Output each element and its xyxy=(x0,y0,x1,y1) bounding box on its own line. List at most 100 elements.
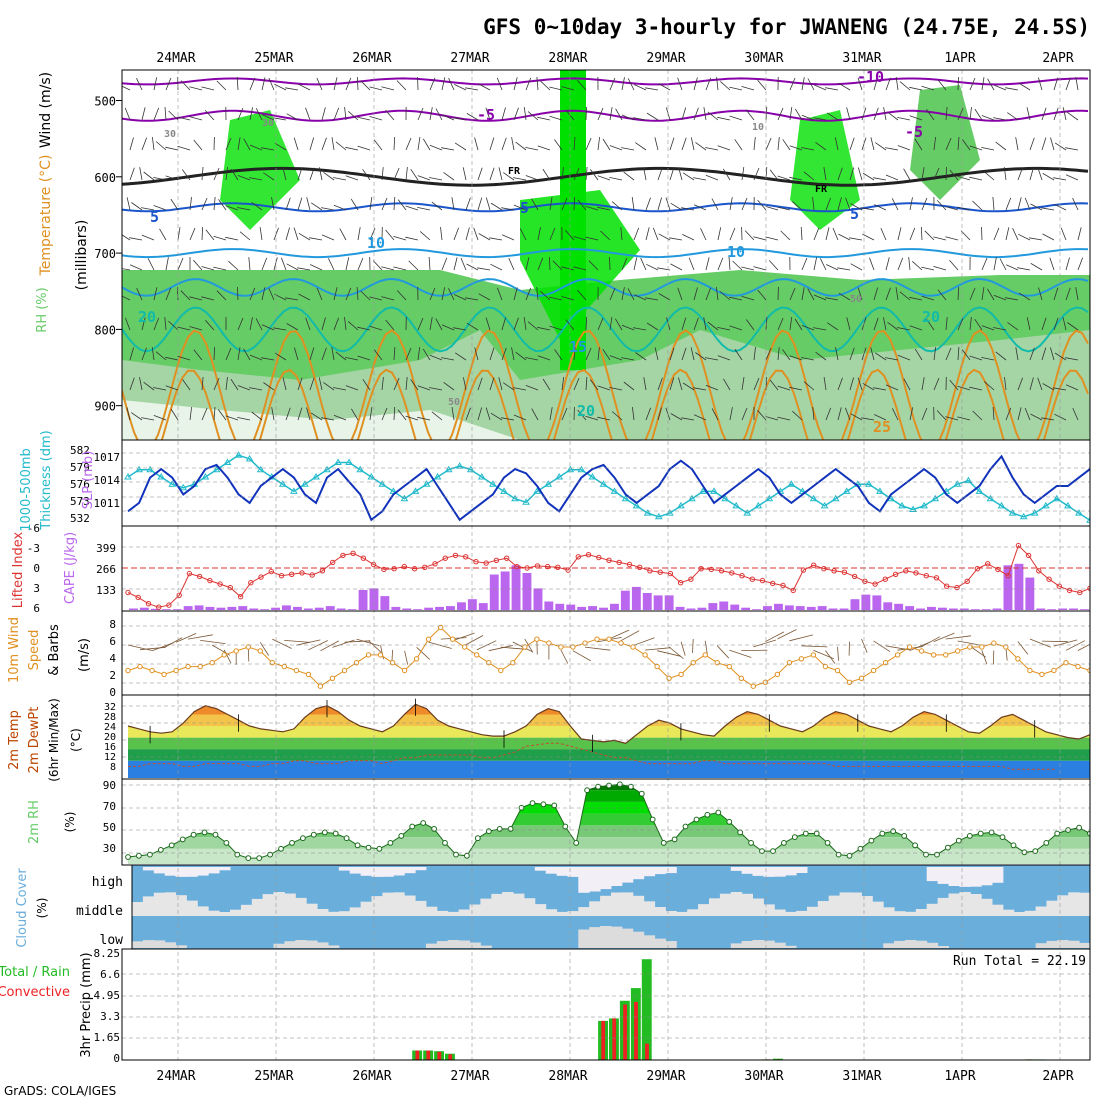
wind-barb xyxy=(201,296,215,301)
wind10-point xyxy=(570,644,576,650)
cloud-high xyxy=(142,867,155,871)
wind10-barb xyxy=(632,637,655,646)
wind-barb xyxy=(297,197,303,211)
thickness-point xyxy=(931,494,940,502)
wind-barb xyxy=(549,227,556,241)
li-point xyxy=(1005,573,1011,579)
wind-barb xyxy=(897,354,911,361)
wind-barb xyxy=(825,87,839,91)
wind-barb xyxy=(849,377,854,391)
thickness-point xyxy=(489,480,497,487)
rh-point xyxy=(912,842,918,849)
cape-bar xyxy=(883,602,893,610)
li-tick-label: 3 xyxy=(33,582,40,595)
wind-barb xyxy=(777,206,791,211)
wind10-barb xyxy=(981,650,988,665)
cloud-middle xyxy=(861,896,873,916)
wind-barb xyxy=(837,167,843,181)
wind-barb xyxy=(703,107,707,121)
wind-barb xyxy=(1065,287,1071,301)
wind-barb xyxy=(345,357,359,361)
cape-label: CAPE (J/kg) xyxy=(63,532,78,604)
wind10-point xyxy=(1075,663,1081,670)
wind-barb xyxy=(753,347,756,361)
wind10-point xyxy=(329,675,336,681)
wind-barb xyxy=(362,169,371,181)
wind-barb xyxy=(478,233,491,241)
cloud-middle xyxy=(491,893,503,916)
wind10-tick-label: 8 xyxy=(109,618,116,631)
slp-tick-label: 1017 xyxy=(94,451,121,464)
wind-barb xyxy=(441,257,448,271)
wind-barb xyxy=(789,107,793,121)
wind-barb xyxy=(921,407,928,421)
wind-barb xyxy=(885,357,899,361)
wind-barb xyxy=(885,174,899,181)
wind-barb xyxy=(873,177,887,181)
thickness-point xyxy=(699,487,707,494)
li-point xyxy=(698,566,704,572)
wind-barb xyxy=(309,237,323,241)
wind-barb xyxy=(981,287,985,301)
cape-bar xyxy=(784,605,794,610)
wind-barb xyxy=(693,77,698,91)
cape-bar xyxy=(894,603,904,610)
wind-barb xyxy=(757,199,767,211)
thickness-point xyxy=(865,480,873,487)
wind-barb xyxy=(1065,174,1079,181)
wind-barb xyxy=(861,207,875,211)
wind10-barb xyxy=(837,646,839,661)
rh-point xyxy=(791,834,798,840)
wind-barb xyxy=(588,260,599,271)
cloud-middle xyxy=(763,904,775,916)
wind10-barb xyxy=(1077,643,1090,651)
wind10-point xyxy=(618,640,624,646)
wind-barb xyxy=(995,141,1007,151)
rh-point xyxy=(781,840,787,846)
wind-barb xyxy=(151,347,155,361)
cloud-middle xyxy=(230,909,242,916)
wind-barb xyxy=(933,236,947,241)
wind-barb xyxy=(477,267,491,271)
cape-bar xyxy=(938,607,947,610)
wind-barb xyxy=(249,107,253,121)
wind-barb xyxy=(716,77,719,91)
wind-barb xyxy=(282,377,287,391)
wind-barb xyxy=(741,377,745,391)
wind-barb xyxy=(645,227,650,241)
wind-barb xyxy=(633,327,647,331)
wind-barb xyxy=(695,142,707,151)
wind10-label-4: (m/s) xyxy=(77,638,92,672)
li-point xyxy=(923,573,929,579)
wind-barb xyxy=(321,207,335,211)
thickness-point xyxy=(179,483,188,491)
wind-barb xyxy=(609,287,616,301)
cloud-middle xyxy=(828,895,841,916)
wind-barb xyxy=(381,407,388,421)
li-point xyxy=(370,561,377,568)
wind-barb xyxy=(552,260,563,271)
precip-conv-label: Convective xyxy=(0,985,70,1000)
wind-barb xyxy=(273,117,287,121)
wind10-point xyxy=(233,648,239,654)
wind10-point xyxy=(979,644,985,650)
wind-barb xyxy=(717,227,722,241)
wind10-label-2: Speed xyxy=(27,630,42,671)
cape-bar xyxy=(730,604,740,610)
wind10-point xyxy=(678,671,684,678)
cloud-low xyxy=(153,940,166,948)
wind-barb xyxy=(168,320,179,331)
wind-barb xyxy=(369,116,383,121)
cape-bar xyxy=(457,602,466,610)
wind10-barb xyxy=(223,649,232,664)
wind-barb xyxy=(318,377,323,391)
date-label-bottom: 24MAR xyxy=(156,1069,195,1084)
li-point xyxy=(534,563,541,569)
temp-contour-5 xyxy=(122,202,1089,213)
rh-point xyxy=(540,801,547,808)
thickness-point xyxy=(323,465,331,473)
thickness-point xyxy=(522,498,530,505)
wind-barb xyxy=(305,107,311,121)
cloud-middle xyxy=(360,901,372,916)
